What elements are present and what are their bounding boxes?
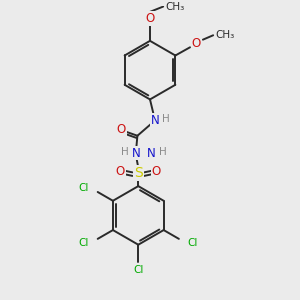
Text: CH₃: CH₃ (166, 2, 185, 12)
Text: S: S (134, 166, 143, 180)
Text: Cl: Cl (78, 183, 89, 193)
Text: O: O (146, 12, 154, 25)
Text: Cl: Cl (133, 266, 143, 275)
Text: O: O (192, 37, 201, 50)
Text: O: O (117, 123, 126, 136)
Text: H: H (162, 114, 170, 124)
Text: H: H (159, 147, 167, 158)
Text: N: N (151, 114, 159, 127)
Text: O: O (116, 165, 125, 178)
Text: N: N (147, 147, 155, 160)
Text: H: H (121, 147, 129, 158)
Text: Cl: Cl (188, 238, 198, 248)
Text: N: N (132, 146, 141, 160)
Text: O: O (152, 165, 161, 178)
Text: CH₃: CH₃ (216, 30, 235, 40)
Text: Cl: Cl (78, 238, 89, 248)
